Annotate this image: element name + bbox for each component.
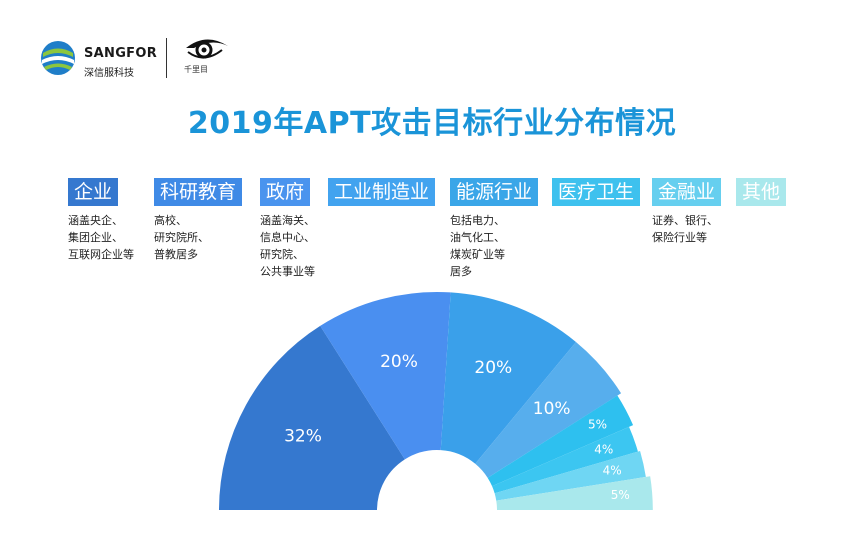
eye-icon [186, 39, 228, 59]
slice-label: 5% [611, 488, 630, 502]
desc-line: 煤炭矿业等 [450, 248, 505, 261]
category-description: 高校、 研究院所、 普教居多 [154, 212, 242, 263]
slice-label: 10% [533, 399, 571, 419]
category-enterprise: 企业 涵盖央企、 集团企业、 互联网企业等 [68, 178, 134, 263]
category-healthcare: 医疗卫生 [552, 178, 641, 206]
desc-line: 涵盖海关、 [260, 214, 315, 227]
category-tag: 医疗卫生 [552, 178, 641, 206]
category-other: 其他 [736, 178, 787, 206]
desc-line: 互联网企业等 [68, 248, 134, 261]
brand-name: SANGFOR [84, 46, 158, 61]
partner-caption-cn: 千里目 [184, 65, 208, 74]
chart-slice [475, 342, 622, 478]
category-description: 涵盖海关、 信息中心、 研究院、 公共事业等 [260, 212, 315, 280]
slice-label: 4% [594, 442, 613, 456]
desc-line: 包括电力、 [450, 214, 505, 227]
category-tag: 金融业 [652, 178, 722, 206]
chart-slice [440, 292, 576, 464]
desc-line: 普教居多 [154, 248, 198, 261]
chart-slice [496, 476, 653, 510]
category-tag: 工业制造业 [328, 178, 436, 206]
desc-line: 研究院所、 [154, 231, 209, 244]
slice-label: 20% [474, 358, 512, 378]
desc-line: 公共事业等 [260, 265, 315, 278]
desc-line: 油气化工、 [450, 231, 505, 244]
chart-slice [494, 451, 646, 501]
sangfor-globe-icon [41, 41, 75, 75]
category-manufacturing: 工业制造业 [328, 178, 436, 206]
slice-label: 32% [284, 426, 322, 446]
slice-label: 5% [588, 418, 607, 432]
category-description: 涵盖央企、 集团企业、 互联网企业等 [68, 212, 134, 263]
desc-line: 居多 [450, 265, 472, 278]
category-description: 包括电力、 油气化工、 煤炭矿业等 居多 [450, 212, 538, 280]
brand-subtitle: 深信服科技 [84, 68, 134, 79]
desc-line: 研究院、 [260, 248, 304, 261]
partner-caption: 千里目 [184, 64, 208, 75]
slice-label: 4% [603, 463, 622, 477]
desc-line: 涵盖央企、 [68, 214, 123, 227]
category-tag: 其他 [736, 178, 787, 206]
chart-slice [492, 426, 638, 494]
slice-label: 20% [380, 352, 418, 372]
desc-line: 集团企业、 [68, 231, 123, 244]
category-tag: 能源行业 [450, 178, 539, 206]
category-energy: 能源行业 包括电力、 油气化工、 煤炭矿业等 居多 [450, 178, 539, 280]
category-tag: 企业 [68, 178, 119, 206]
chart-slice [219, 325, 405, 510]
category-tag: 科研教育 [154, 178, 243, 206]
page-title: 2019年APT攻击目标行业分布情况 [187, 106, 677, 141]
desc-line: 高校、 [154, 214, 187, 227]
desc-line: 保险行业等 [652, 231, 707, 244]
category-research-education: 科研教育 高校、 研究院所、 普教居多 [154, 178, 243, 263]
category-finance: 金融业 证券、银行、 保险行业等 [652, 178, 722, 246]
category-description: 证券、银行、 保险行业等 [652, 212, 721, 246]
category-government: 政府 涵盖海关、 信息中心、 研究院、 公共事业等 [260, 178, 315, 280]
chart-slice [487, 395, 634, 487]
desc-line: 信息中心、 [260, 231, 315, 244]
category-tag: 政府 [260, 178, 311, 206]
desc-line: 证券、银行、 [652, 214, 718, 227]
chart-slice [320, 292, 451, 460]
logo-divider [166, 38, 167, 78]
